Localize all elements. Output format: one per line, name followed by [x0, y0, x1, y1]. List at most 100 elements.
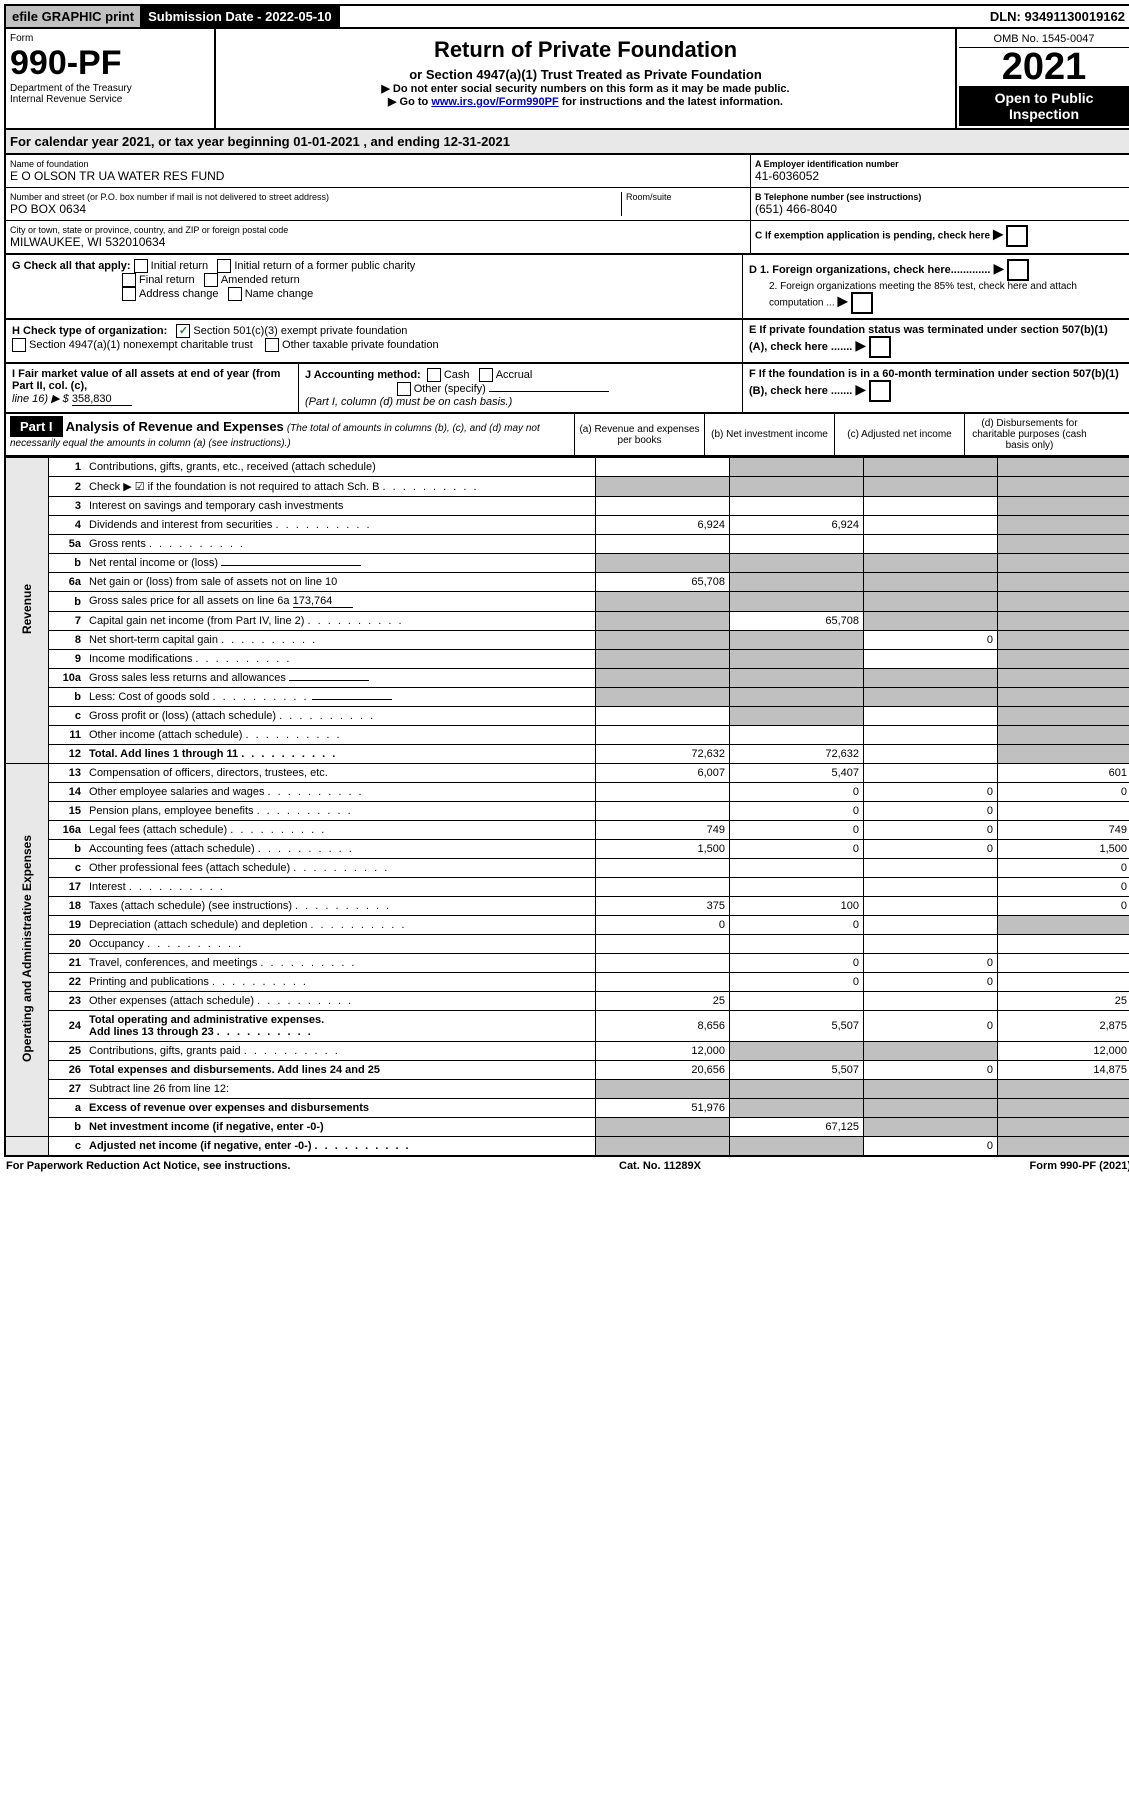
cell-value: 0 [730, 954, 864, 973]
table-row: bNet investment income (if negative, ent… [5, 1118, 1129, 1137]
j-cash: Cash [444, 369, 470, 381]
g-amended-checkbox[interactable] [204, 273, 218, 287]
c-checkbox[interactable] [1006, 225, 1028, 247]
f-checkbox[interactable] [869, 380, 891, 402]
dln-label: DLN: 93491130019162 [984, 6, 1129, 27]
g-opt-0: Initial return [151, 260, 208, 272]
irs-link[interactable]: www.irs.gov/Form990PF [431, 96, 558, 108]
j-cash-checkbox[interactable] [427, 368, 441, 382]
j-accrual-checkbox[interactable] [479, 368, 493, 382]
name-label: Name of foundation [10, 159, 746, 169]
line-no: b [49, 840, 86, 859]
line-desc: Total. Add lines 1 through 11 [85, 745, 596, 764]
table-row: 25Contributions, gifts, grants paid 12,0… [5, 1042, 1129, 1061]
arrow-icon: ▶ [855, 337, 866, 353]
line-desc: Legal fees (attach schedule) [85, 821, 596, 840]
line-no: b [49, 688, 86, 707]
line-no: a [49, 1099, 86, 1118]
dept-label: Department of the Treasury [10, 83, 210, 94]
table-row: bLess: Cost of goods sold [5, 688, 1129, 707]
cell-value: 0 [864, 631, 998, 650]
g-initial-former-checkbox[interactable] [217, 259, 231, 273]
line-desc: Dividends and interest from securities [85, 516, 596, 535]
tax-year: 2021 [959, 48, 1129, 86]
j-other-input[interactable] [489, 391, 609, 392]
form-title: Return of Private Foundation [220, 37, 951, 63]
org-info: Name of foundation E O OLSON TR UA WATER… [4, 155, 1129, 255]
g-opt-2: Final return [139, 274, 195, 286]
table-row: cGross profit or (loss) (attach schedule… [5, 707, 1129, 726]
address: PO BOX 0634 [10, 202, 621, 216]
g-opt-4: Address change [139, 288, 219, 300]
cell-value: 0 [998, 859, 1129, 878]
footer-right: Form 990-PF (2021) [1030, 1160, 1129, 1172]
line-desc: Accounting fees (attach schedule) [85, 840, 596, 859]
i-label: I Fair market value of all assets at end… [12, 368, 280, 392]
efile-print-button[interactable]: efile GRAPHIC print [6, 6, 142, 27]
cell-value: 0 [730, 916, 864, 935]
table-row: 18Taxes (attach schedule) (see instructi… [5, 897, 1129, 916]
cell-value: 0 [998, 878, 1129, 897]
line-no: 17 [49, 878, 86, 897]
table-row: bGross sales price for all assets on lin… [5, 592, 1129, 612]
g-initial-checkbox[interactable] [134, 259, 148, 273]
cell-value: 749 [998, 821, 1129, 840]
d1-checkbox[interactable] [1007, 259, 1029, 281]
line-no: 10a [49, 669, 86, 688]
cell-value: 65,708 [730, 612, 864, 631]
table-row: 17Interest 0 [5, 878, 1129, 897]
inst2-pre: ▶ Go to [388, 96, 431, 108]
cell-value: 0 [596, 916, 730, 935]
line-no: 25 [49, 1042, 86, 1061]
header-center: Return of Private Foundation or Section … [216, 29, 957, 128]
table-row: 15Pension plans, employee benefits 00 [5, 802, 1129, 821]
j-label: J Accounting method: [305, 369, 421, 381]
line-desc: Contributions, gifts, grants, etc., rece… [85, 458, 596, 477]
h2-label: Section 4947(a)(1) nonexempt charitable … [29, 339, 253, 351]
j-other-checkbox[interactable] [397, 382, 411, 396]
cell-value: 51,976 [596, 1099, 730, 1118]
d2-checkbox[interactable] [851, 292, 873, 314]
address-cell: Number and street (or P.O. box number if… [6, 188, 750, 221]
h3-label: Other taxable private foundation [282, 339, 439, 351]
g-final-checkbox[interactable] [122, 273, 136, 287]
line-desc: Subtract line 26 from line 12: [85, 1080, 596, 1099]
g-opt-5: Name change [245, 288, 314, 300]
cell-value: 749 [596, 821, 730, 840]
cell-value: 601 [998, 764, 1129, 783]
g-address-checkbox[interactable] [122, 287, 136, 301]
cell-value: 6,924 [596, 516, 730, 535]
cell-value: 0 [864, 821, 998, 840]
h3-checkbox[interactable] [265, 338, 279, 352]
line-desc: Net short-term capital gain [85, 631, 596, 650]
city-label: City or town, state or province, country… [10, 225, 746, 235]
col-a-header: (a) Revenue and expenses per books [574, 414, 704, 455]
arrow-icon: ▶ [855, 381, 866, 397]
line-desc: Net investment income (if negative, ente… [85, 1118, 596, 1137]
h1-checkbox[interactable]: ✓ [176, 324, 190, 338]
table-row: 5aGross rents [5, 535, 1129, 554]
line-desc: Other professional fees (attach schedule… [85, 859, 596, 878]
table-row: 14Other employee salaries and wages 000 [5, 783, 1129, 802]
phone-label: B Telephone number (see instructions) [755, 192, 1127, 202]
cell-value: 67,125 [730, 1118, 864, 1137]
line-no: 1 [49, 458, 86, 477]
line-no: b [49, 592, 86, 612]
line-no: 19 [49, 916, 86, 935]
room-label: Room/suite [626, 192, 746, 202]
table-row: bAccounting fees (attach schedule) 1,500… [5, 840, 1129, 859]
g-name-checkbox[interactable] [228, 287, 242, 301]
part1-label: Part I [10, 416, 63, 437]
page-footer: For Paperwork Reduction Act Notice, see … [4, 1157, 1129, 1175]
h1-label: Section 501(c)(3) exempt private foundat… [193, 325, 407, 337]
e-checkbox[interactable] [869, 336, 891, 358]
g-d-row: G Check all that apply: Initial return I… [4, 255, 1129, 320]
h2-checkbox[interactable] [12, 338, 26, 352]
line-desc: Other employee salaries and wages [85, 783, 596, 802]
form-number: 990-PF [10, 44, 210, 83]
line-no: c [49, 859, 86, 878]
f-label: F If the foundation is in a 60-month ter… [749, 368, 1119, 397]
cell-value: 0 [864, 1061, 998, 1080]
open-inspection: Open to Public Inspection [959, 86, 1129, 126]
line-desc: Less: Cost of goods sold [85, 688, 596, 707]
